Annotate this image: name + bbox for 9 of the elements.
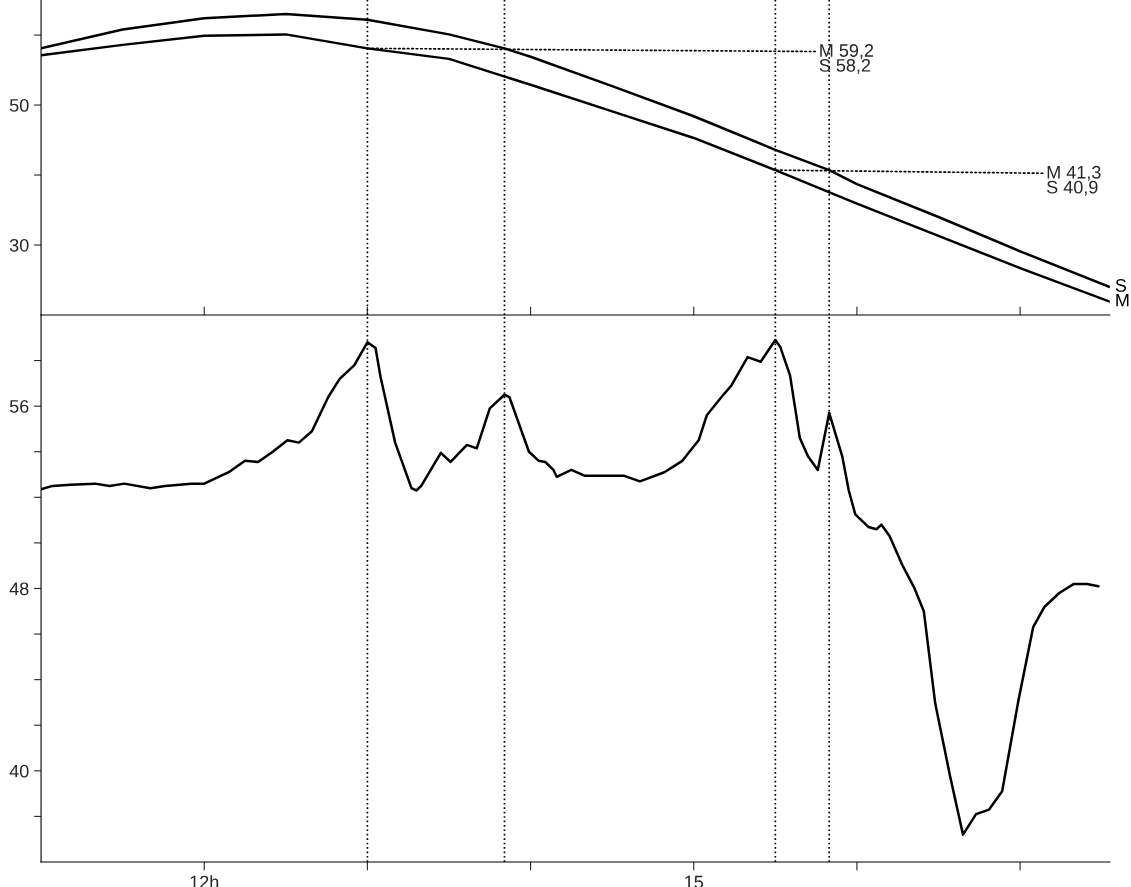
series-label: M [1116,293,1129,307]
y-tick-label: 50 [9,98,29,112]
y-tick-label: 56 [9,400,29,413]
y-tick-label: 40 [9,764,29,778]
y-tick-label: 30 [9,238,29,252]
y-tick-label: 48 [9,582,29,596]
annotation: M 41,3 S 40,9 [1047,165,1101,196]
series-label: S [1115,279,1127,292]
annotation: M 59,2 S 58,2 [819,44,874,74]
